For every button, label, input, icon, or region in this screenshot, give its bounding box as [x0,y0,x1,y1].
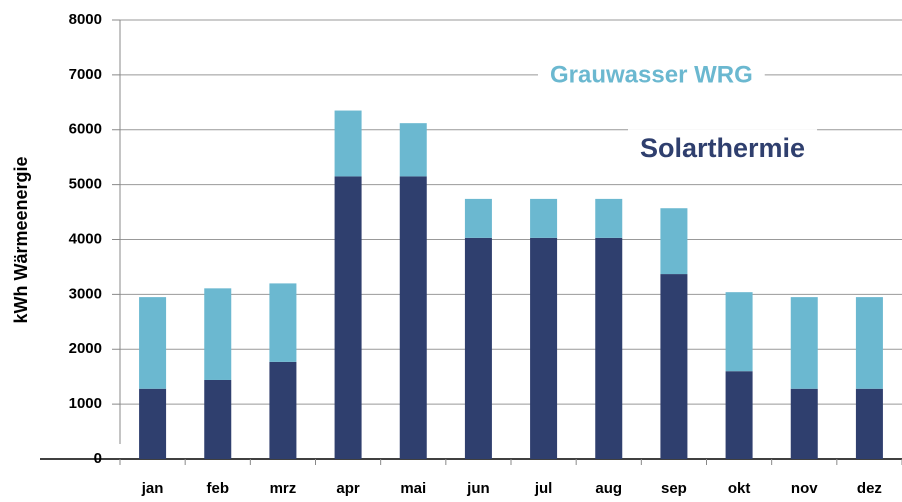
x-tick-label: feb [207,480,230,497]
legend-label: Solarthermie [640,133,805,163]
y-tick-label: 2000 [69,340,102,357]
bar-segment [334,176,362,460]
bar-segment [464,237,492,459]
bar-segment [530,237,558,459]
x-tick-label: jan [141,480,164,497]
x-tick-label: mrz [270,480,297,497]
bar-segment [269,361,297,459]
bar-segment [790,388,818,459]
y-tick-label: 4000 [69,230,102,247]
bar-segment [660,208,688,275]
legend-bg [538,57,765,93]
bar-segment [530,198,558,238]
y-tick-label: 7000 [69,66,102,83]
x-tick-label: jun [466,480,490,497]
bar-segment [334,110,362,177]
bar-segment [399,123,427,177]
bar-segment [595,198,623,238]
y-tick-label: 6000 [69,121,102,138]
x-tick-label: dez [857,480,882,497]
bar-segment [725,292,753,372]
bar-segment [725,371,753,459]
bar-segment [139,388,167,459]
y-axis-label: kWh Wärmeenergie [11,156,31,323]
y-tick-label: 5000 [69,176,102,193]
x-tick-label: nov [791,480,818,497]
bar-segment [790,297,818,389]
bar-segment [660,274,688,459]
bar-segment [204,288,232,380]
x-tick-label: mai [400,480,426,497]
x-tick-label: sep [661,480,687,497]
bar-segment [139,297,167,389]
y-tick-label: 1000 [69,395,102,412]
x-tick-label: apr [336,480,360,497]
y-tick-label: 8000 [69,11,102,28]
x-tick-label: aug [595,480,622,497]
bar-segment [855,297,883,389]
legend-label: Grauwasser WRG [550,61,753,88]
x-tick-label: okt [728,480,751,497]
bar-segment [464,198,492,238]
y-tick-label: 3000 [69,285,102,302]
bar-segment [595,237,623,459]
bar-segment [269,283,297,362]
x-tick-label: jul [534,480,553,497]
bar-segment [855,388,883,459]
bar-segment [399,176,427,460]
bar-segment [204,379,232,459]
legend-bg [628,129,818,168]
